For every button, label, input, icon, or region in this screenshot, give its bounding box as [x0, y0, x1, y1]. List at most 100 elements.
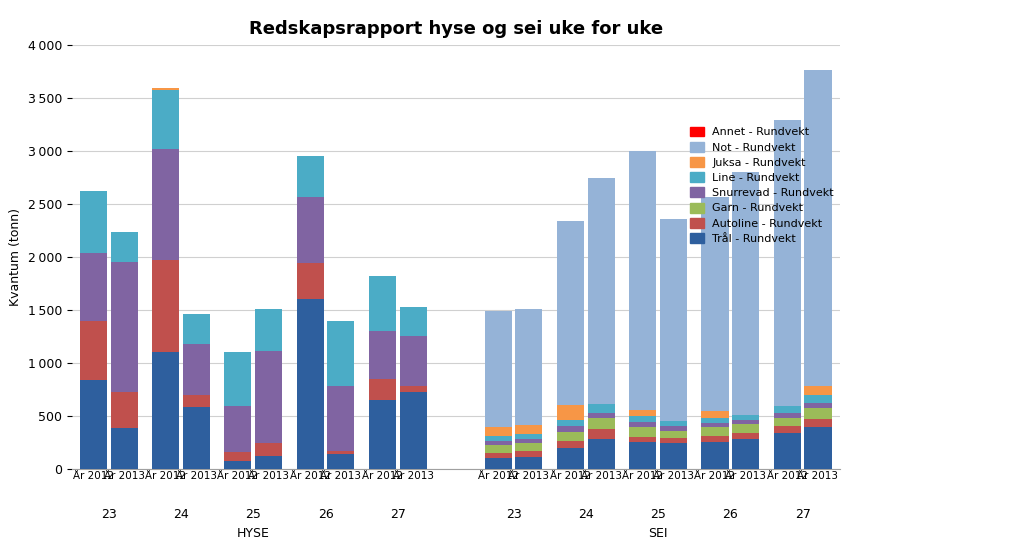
Bar [297, 299, 324, 469]
Bar [369, 331, 396, 379]
Bar [629, 411, 656, 416]
Bar [399, 336, 427, 386]
Bar [629, 442, 656, 469]
Bar [153, 88, 179, 90]
Text: 26: 26 [317, 508, 334, 521]
Bar [805, 403, 831, 408]
Bar [328, 451, 354, 454]
Text: 27: 27 [795, 508, 811, 521]
Bar [557, 448, 584, 469]
Text: 24: 24 [173, 508, 188, 521]
Bar [659, 219, 687, 421]
Text: 23: 23 [506, 508, 521, 521]
Text: SEI: SEI [648, 527, 668, 540]
Bar [774, 418, 801, 426]
Bar [297, 156, 324, 198]
Bar [183, 344, 210, 395]
Bar [659, 431, 687, 438]
Bar [111, 262, 137, 392]
Bar [224, 453, 252, 461]
Bar [153, 90, 179, 148]
Bar [557, 432, 584, 441]
Bar [515, 434, 543, 439]
Text: 26: 26 [723, 508, 738, 521]
Bar [515, 451, 543, 457]
Bar [224, 352, 252, 406]
Bar [255, 309, 283, 351]
Bar [701, 198, 728, 411]
Bar [515, 425, 543, 434]
Bar [224, 406, 252, 453]
Bar [629, 427, 656, 437]
Bar [701, 436, 728, 442]
Bar [328, 454, 354, 469]
Bar [805, 427, 831, 469]
Bar [557, 420, 584, 426]
Bar [701, 411, 728, 418]
Bar [484, 311, 512, 427]
Bar [484, 436, 512, 441]
Bar [805, 408, 831, 419]
Bar [224, 461, 252, 469]
Bar [701, 442, 728, 469]
Text: 23: 23 [100, 508, 117, 521]
Bar [399, 386, 427, 392]
Bar [111, 392, 137, 429]
Bar [255, 443, 283, 456]
Bar [557, 220, 584, 405]
Bar [629, 151, 656, 411]
Bar [484, 445, 512, 453]
Bar [153, 148, 179, 260]
Bar [80, 321, 106, 379]
Bar [701, 427, 728, 436]
Bar [774, 120, 801, 406]
Bar [659, 438, 687, 443]
Bar [557, 405, 584, 420]
Bar [369, 276, 396, 331]
Bar [732, 415, 759, 420]
Bar [111, 232, 137, 262]
Bar [805, 70, 831, 386]
Bar [255, 351, 283, 443]
Bar [659, 443, 687, 469]
Bar [297, 198, 324, 263]
Bar [732, 432, 759, 439]
Bar [659, 426, 687, 431]
Bar [369, 379, 396, 400]
Bar [515, 457, 543, 469]
Text: 25: 25 [650, 508, 666, 521]
Bar [399, 392, 427, 469]
Bar [557, 441, 584, 448]
Bar [484, 441, 512, 445]
Bar [399, 306, 427, 336]
Bar [484, 458, 512, 469]
Bar [588, 439, 614, 469]
Bar [153, 260, 179, 352]
Bar [805, 395, 831, 403]
Y-axis label: Kvantum (tonn): Kvantum (tonn) [9, 208, 23, 306]
Text: 24: 24 [578, 508, 594, 521]
Bar [732, 424, 759, 432]
Bar [515, 439, 543, 443]
Bar [80, 253, 106, 321]
Bar [369, 400, 396, 469]
Bar [515, 309, 543, 425]
Bar [629, 416, 656, 422]
Bar [255, 456, 283, 469]
Bar [484, 427, 512, 436]
Bar [732, 172, 759, 415]
Bar [805, 386, 831, 395]
Bar [732, 420, 759, 424]
Bar [328, 321, 354, 386]
Bar [629, 437, 656, 442]
Bar [297, 263, 324, 299]
Bar [588, 430, 614, 439]
Bar [515, 443, 543, 451]
Bar [328, 386, 354, 451]
Bar [774, 432, 801, 469]
Bar [588, 412, 614, 418]
Bar [80, 191, 106, 253]
Bar [183, 407, 210, 469]
Bar [701, 423, 728, 427]
Bar [111, 429, 137, 469]
